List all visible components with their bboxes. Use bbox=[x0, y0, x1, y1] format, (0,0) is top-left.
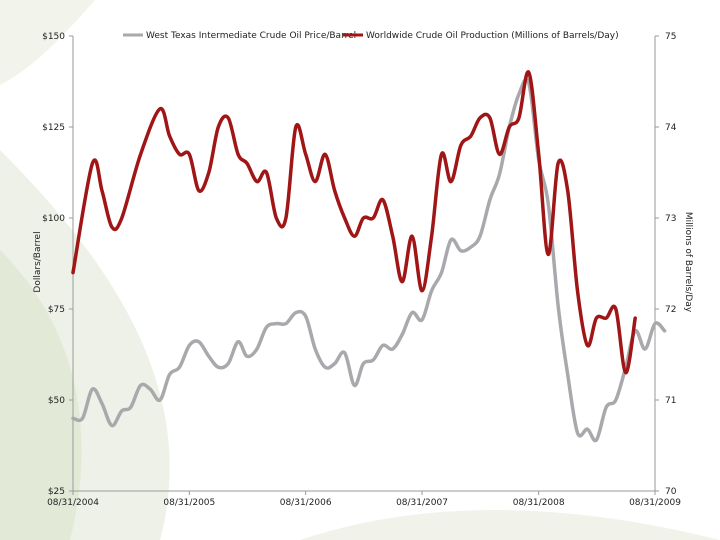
series-line-oil-price bbox=[71, 77, 667, 443]
left-tick-label: $75 bbox=[48, 305, 65, 315]
left-tick-label: $125 bbox=[42, 123, 65, 133]
left-tick-label: $150 bbox=[42, 32, 65, 42]
left-tick-label: $25 bbox=[48, 487, 65, 497]
x-axis-ticks: 08/31/2004 08/31/2005 08/31/2006 08/31/2007… bbox=[47, 491, 681, 508]
x-tick-label: 08/31/2008 bbox=[513, 498, 565, 508]
x-tick-label: 08/31/2005 bbox=[163, 498, 215, 508]
series-layer bbox=[71, 70, 667, 443]
legend-label-price: West Texas Intermediate Crude Oil Price/… bbox=[146, 31, 356, 41]
swirl-shape-top bbox=[0, 0, 95, 85]
left-tick-label: $50 bbox=[48, 396, 65, 406]
legend: West Texas Intermediate Crude Oil Price/… bbox=[123, 31, 619, 41]
x-tick-label: 08/31/2004 bbox=[47, 498, 99, 508]
swirl-shape-bottom bbox=[300, 510, 720, 540]
right-tick-label: 73 bbox=[665, 214, 676, 224]
legend-label-production: Worldwide Crude Oil Production (Millions… bbox=[366, 31, 619, 41]
x-tick-label: 08/31/2007 bbox=[396, 498, 448, 508]
right-tick-label: 70 bbox=[665, 487, 677, 497]
right-axis-ticks: 70 71 72 73 74 75 bbox=[655, 32, 677, 497]
right-tick-label: 75 bbox=[665, 32, 676, 42]
axes bbox=[72, 36, 656, 492]
right-tick-label: 71 bbox=[665, 396, 676, 406]
swirl-shape-inner bbox=[0, 250, 82, 540]
right-axis-title: Millions of Barrels/Day bbox=[683, 212, 693, 313]
left-tick-label: $100 bbox=[42, 214, 65, 224]
left-axis-title: Dollars/Barrel bbox=[33, 231, 43, 292]
x-tick-label: 08/31/2009 bbox=[629, 498, 681, 508]
right-tick-label: 74 bbox=[665, 123, 677, 133]
series-line-oil-production bbox=[71, 70, 637, 375]
right-tick-label: 72 bbox=[665, 305, 676, 315]
left-axis-ticks: $25 $50 $75 $100 $125 $150 bbox=[42, 32, 73, 497]
x-tick-label: 08/31/2006 bbox=[280, 498, 332, 508]
